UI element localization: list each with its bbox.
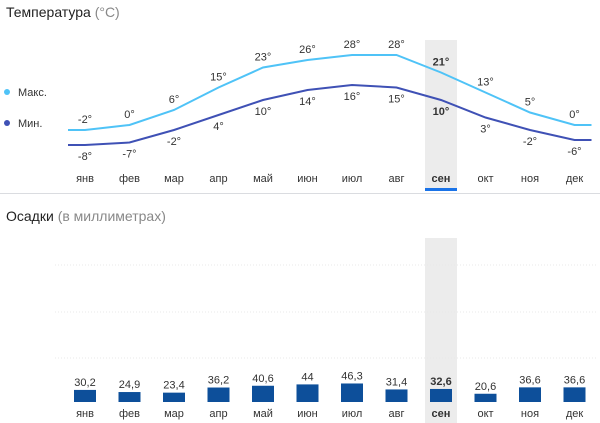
- precipitation-bar: [296, 384, 319, 402]
- max-temperature-label: 15°: [210, 72, 227, 84]
- min-temperature-label: 3°: [480, 124, 491, 136]
- precipitation-bar: [385, 389, 408, 402]
- precipitation-title: Осадки (в миллиметрах): [6, 208, 166, 224]
- month-label-precipitation: июл: [342, 408, 363, 420]
- precipitation-value-label: 32,6: [430, 376, 451, 388]
- precipitation-value-label: 36,2: [208, 375, 229, 387]
- legend-min-marker: [4, 120, 10, 126]
- month-label-precipitation: фев: [119, 408, 140, 420]
- month-label-temperature: сен: [432, 173, 451, 185]
- max-temperature-label: -2°: [78, 114, 92, 126]
- month-label-precipitation: сен: [432, 408, 451, 420]
- month-label-temperature: мар: [164, 173, 184, 185]
- min-temperature-label: 10°: [433, 106, 450, 118]
- month-label-precipitation: мар: [164, 408, 184, 420]
- precipitation-value-label: 36,6: [564, 374, 585, 386]
- legend-max: Макс.: [4, 87, 47, 99]
- precipitation-bar: [252, 385, 274, 402]
- highlight-band-temperature: [425, 40, 457, 190]
- min-temperature-label: 14°: [299, 96, 316, 108]
- max-temperature-label: 5°: [525, 97, 536, 109]
- month-label-temperature: дек: [566, 173, 584, 185]
- min-temperature-line: [68, 83, 592, 146]
- month-label-temperature: апр: [209, 173, 227, 185]
- temperature-title: Температура (°C): [6, 4, 120, 20]
- precipitation-value-label: 20,6: [475, 381, 496, 393]
- min-temperature-label: 15°: [388, 94, 405, 106]
- min-temperature-label: -7°: [122, 149, 136, 161]
- max-temperature-label: 6°: [169, 94, 180, 106]
- temperature-unit: (°C): [94, 4, 120, 20]
- section-divider: [0, 193, 600, 194]
- month-label-temperature: янв: [76, 173, 94, 185]
- min-temperature-label: -2°: [523, 136, 537, 148]
- precipitation-bar: [74, 389, 96, 402]
- month-label-temperature: авг: [389, 173, 405, 185]
- legend-max-marker: [4, 89, 10, 95]
- precipitation-bar: [430, 388, 452, 402]
- max-temperature-label: 13°: [477, 77, 494, 89]
- precipitation-value-label: 40,6: [252, 373, 273, 385]
- precipitation-value-label: 30,2: [74, 377, 95, 389]
- month-label-precipitation: окт: [477, 408, 493, 420]
- legend-min-label: Мин.: [18, 118, 43, 130]
- min-temperature-label: 16°: [344, 91, 361, 103]
- precipitation-bar: [207, 387, 230, 402]
- min-temperature-label: 4°: [213, 121, 224, 133]
- min-temperature-label: 10°: [255, 106, 272, 118]
- max-temperature-label: 21°: [433, 57, 450, 69]
- month-label-temperature: июн: [297, 173, 317, 185]
- month-label-temperature: май: [253, 173, 273, 185]
- month-label-precipitation: июн: [297, 408, 317, 420]
- precipitation-value-label: 44: [301, 371, 313, 383]
- month-label-precipitation: дек: [566, 408, 584, 420]
- precipitation-bar: [563, 387, 586, 402]
- temperature-title-text: Температура: [6, 4, 91, 20]
- temperature-labels: -2° 0° 6° 15° 23° 26° 28° 28° 21° 13° 5° 0° -8° -7° -2…: [78, 39, 582, 163]
- precipitation-value-label: 31,4: [386, 376, 407, 388]
- max-temperature-label: 0°: [124, 109, 135, 121]
- month-label-precipitation: май: [253, 408, 273, 420]
- month-label-temperature: окт: [477, 173, 493, 185]
- precipitation-bar: [163, 392, 185, 402]
- max-temperature-label: 28°: [344, 39, 361, 51]
- month-label-precipitation: авг: [389, 408, 405, 420]
- max-temperature-label: 26°: [299, 44, 316, 56]
- max-temperature-label: 28°: [388, 39, 405, 51]
- precipitation-bar: [118, 392, 141, 402]
- precipitation-value-label: 36,6: [519, 374, 540, 386]
- month-label-temperature: июл: [342, 173, 363, 185]
- min-temperature-label: -6°: [567, 146, 581, 158]
- month-label-precipitation: янв: [76, 408, 94, 420]
- precipitation-unit: (в миллиметрах): [57, 208, 166, 224]
- month-label-temperature: ноя: [521, 173, 539, 185]
- precipitation-title-text: Осадки: [6, 208, 54, 224]
- month-label-precipitation: апр: [209, 408, 227, 420]
- max-temperature-label: 23°: [255, 52, 272, 64]
- precipitation-bar: [474, 393, 497, 402]
- month-label-temperature: фев: [119, 173, 140, 185]
- min-temperature-label: -2°: [167, 136, 181, 148]
- precipitation-bar: [341, 383, 363, 402]
- max-temperature-label: 0°: [569, 109, 580, 121]
- legend-max-label: Макс.: [18, 87, 47, 99]
- selected-month-indicator: [425, 188, 457, 191]
- min-temperature-label: -8°: [78, 151, 92, 163]
- precipitation-value-label: 46,3: [341, 370, 362, 382]
- precipitation-value-label: 24,9: [119, 379, 140, 391]
- month-label-precipitation: ноя: [521, 408, 539, 420]
- legend-min: Мин.: [4, 118, 42, 130]
- precipitation-value-label: 23,4: [163, 380, 184, 392]
- max-temperature-line: [68, 54, 592, 131]
- precipitation-bar: [519, 387, 541, 402]
